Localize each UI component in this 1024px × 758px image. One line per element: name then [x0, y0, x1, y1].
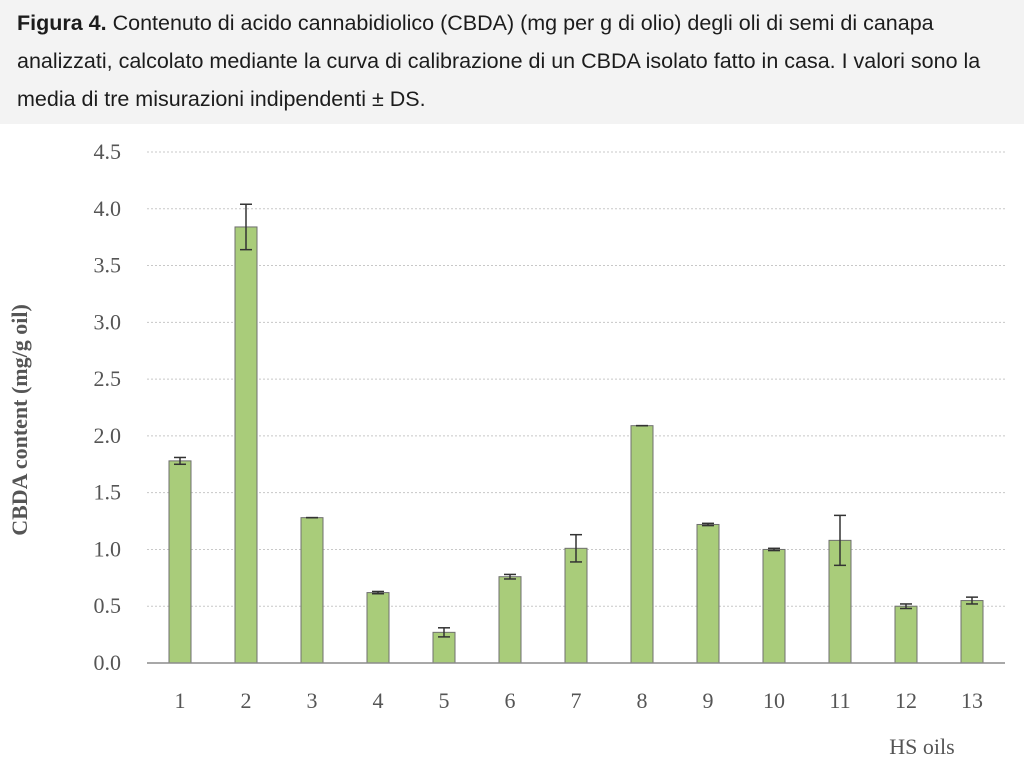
error-bar-1 [174, 456, 186, 466]
bar-3 [300, 517, 324, 664]
x-tick-labels: 1 2 3 4 5 6 7 8 9 10 11 12 13 [175, 688, 984, 713]
y-tick-label: 1.0 [94, 536, 122, 561]
y-axis-title: CBDA content (mg/g oil) [7, 304, 32, 536]
y-tick-label: 4.0 [94, 196, 122, 221]
x-tick-label: 2 [241, 688, 252, 713]
y-tick-label: 4.5 [94, 139, 122, 164]
x-tick-label: 4 [373, 688, 384, 713]
y-tick-label: 3.0 [94, 309, 122, 334]
y-tick-labels: 0.0 0.5 1.0 1.5 2.0 2.5 3.0 3.5 4.0 4.5 [94, 139, 122, 675]
x-tick-label: 5 [439, 688, 450, 713]
bars [168, 226, 984, 664]
y-tick-label: 0.5 [94, 593, 122, 618]
x-tick-label: 3 [307, 688, 318, 713]
x-tick-label: 8 [637, 688, 648, 713]
error-bar-9 [702, 522, 714, 527]
bar-4 [366, 592, 390, 664]
y-tick-label: 1.5 [94, 480, 122, 505]
error-bar-4 [372, 590, 384, 595]
bar-12 [894, 605, 918, 664]
x-tick-label: 9 [703, 688, 714, 713]
error-bar-6 [504, 573, 516, 580]
y-tick-label: 0.0 [94, 650, 122, 675]
bar-6 [498, 576, 522, 664]
x-tick-label: 1 [175, 688, 186, 713]
figure-caption: Figura 4. Contenuto di acido cannabidiol… [0, 0, 1024, 124]
x-tick-label: 13 [961, 688, 983, 713]
error-bar-13 [966, 596, 978, 605]
bar-2 [234, 226, 258, 664]
x-tick-label: 11 [829, 688, 850, 713]
error-bar-10 [768, 547, 780, 552]
y-tick-label: 2.5 [94, 366, 122, 391]
error-bar-12 [900, 603, 912, 610]
y-tick-label: 2.0 [94, 423, 122, 448]
error-bar-2 [240, 203, 252, 251]
x-tick-label: 7 [571, 688, 582, 713]
bar-7 [564, 547, 588, 664]
x-tick-label: 12 [895, 688, 917, 713]
x-axis-title: HS oils [889, 734, 954, 758]
bar-9 [696, 523, 720, 664]
caption-text: Contenuto di acido cannabidiolico (CBDA)… [17, 11, 981, 111]
error-bar-11 [834, 514, 846, 567]
bar-13 [960, 600, 984, 664]
x-tick-label: 6 [505, 688, 516, 713]
x-tick-label: 10 [763, 688, 785, 713]
bar-1 [168, 460, 192, 664]
error-bars [174, 203, 978, 638]
caption-label: Figura 4. [17, 11, 107, 35]
error-bar-5 [438, 627, 450, 638]
bar-10 [762, 548, 786, 664]
bar-8 [630, 425, 654, 664]
error-bar-7 [570, 533, 582, 563]
y-tick-label: 3.5 [94, 253, 122, 278]
